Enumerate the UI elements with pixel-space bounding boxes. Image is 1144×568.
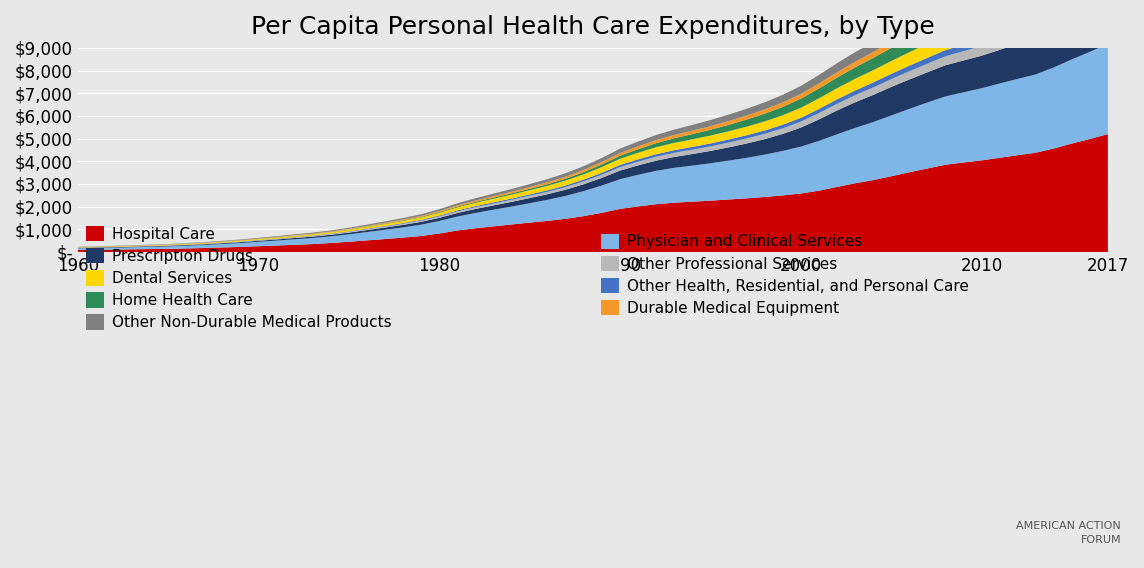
Text: AMERICAN ACTION
FORUM: AMERICAN ACTION FORUM <box>1016 521 1121 545</box>
Title: Per Capita Personal Health Care Expenditures, by Type: Per Capita Personal Health Care Expendit… <box>251 15 935 39</box>
Legend: Physician and Clinical Services, Other Professional Services, Other Health, Resi: Physician and Clinical Services, Other P… <box>601 233 969 316</box>
